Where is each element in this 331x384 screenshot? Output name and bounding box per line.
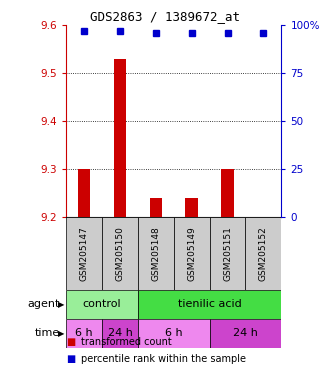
Bar (246, 217, 281, 290)
Text: ▶: ▶ (58, 329, 65, 338)
Bar (66, 290, 138, 319)
Text: 24 h: 24 h (233, 328, 258, 338)
Bar (185, 198, 198, 217)
Bar (174, 217, 210, 290)
Bar (102, 217, 138, 290)
Text: 24 h: 24 h (108, 328, 132, 338)
Bar (210, 217, 246, 290)
Bar (138, 319, 210, 348)
Text: ■: ■ (66, 337, 75, 347)
Text: ▶: ▶ (58, 300, 65, 309)
Bar (138, 217, 174, 290)
Text: GSM205148: GSM205148 (151, 226, 160, 281)
Text: ■: ■ (66, 354, 75, 364)
Bar (66, 319, 102, 348)
Text: GSM205152: GSM205152 (259, 226, 268, 281)
Text: GSM205149: GSM205149 (187, 226, 196, 281)
Bar (138, 290, 281, 319)
Text: GDS2863 / 1389672_at: GDS2863 / 1389672_at (90, 10, 241, 23)
Text: percentile rank within the sample: percentile rank within the sample (81, 354, 246, 364)
Bar (114, 59, 126, 217)
Text: tienilic acid: tienilic acid (178, 299, 242, 310)
Text: agent: agent (27, 299, 60, 310)
Bar (221, 169, 234, 217)
Text: GSM205150: GSM205150 (116, 226, 124, 281)
Bar (102, 319, 138, 348)
Text: 6 h: 6 h (165, 328, 183, 338)
Bar (78, 169, 90, 217)
Text: control: control (83, 299, 121, 310)
Bar (150, 198, 162, 217)
Bar (210, 319, 281, 348)
Text: transformed count: transformed count (81, 337, 172, 347)
Text: 6 h: 6 h (75, 328, 93, 338)
Text: GSM205151: GSM205151 (223, 226, 232, 281)
Bar (66, 217, 102, 290)
Text: GSM205147: GSM205147 (80, 226, 89, 281)
Text: time: time (34, 328, 60, 338)
